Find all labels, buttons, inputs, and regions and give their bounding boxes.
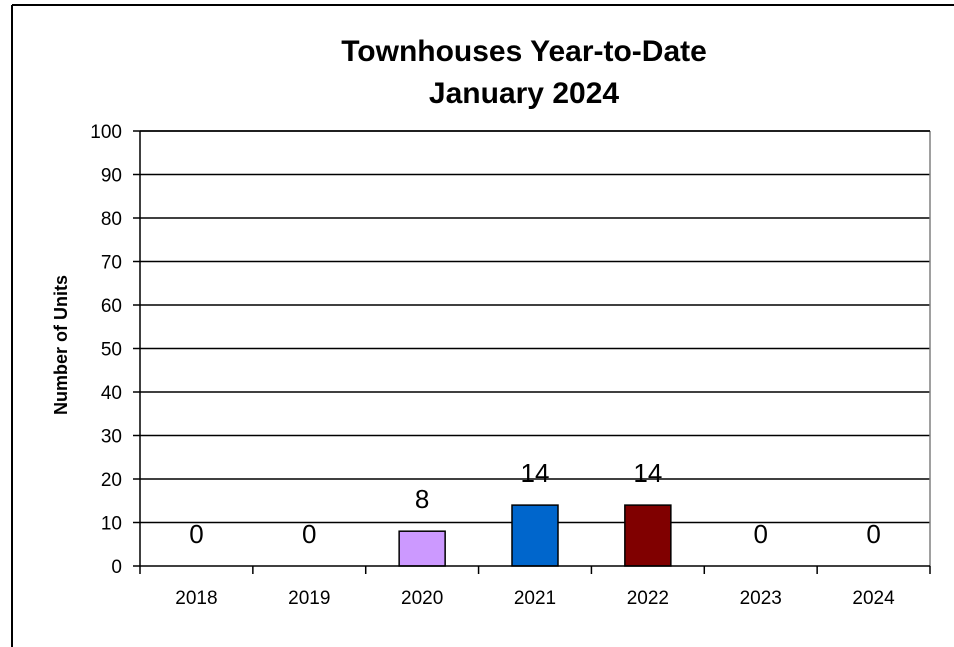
bar-2021 (511, 504, 559, 567)
y-tick-label: 20 (101, 470, 122, 491)
y-tick-label: 100 (90, 122, 122, 143)
data-label: 8 (415, 484, 429, 514)
chart-title-line-1: Townhouses Year-to-Date (341, 35, 707, 68)
data-label: 0 (189, 519, 203, 549)
y-tick-label: 60 (101, 296, 122, 317)
y-tick-label: 90 (101, 166, 122, 187)
bars (398, 504, 672, 567)
x-tick-label: 2018 (175, 588, 217, 609)
x-tick-label: 2020 (401, 588, 443, 609)
x-tick-label: 2023 (740, 588, 782, 609)
x-tick-labels: 2018 2019 2020 2021 2022 2023 2024 (175, 588, 895, 609)
y-tick-label: 50 (101, 340, 122, 361)
data-labels: 0 0 8 14 14 0 0 (189, 458, 881, 549)
bar-2020 (398, 530, 446, 567)
x-tick-label: 2021 (514, 588, 556, 609)
data-label: 14 (633, 458, 662, 488)
y-tick-label: 0 (111, 557, 122, 578)
y-tick-label: 80 (101, 209, 122, 230)
y-tick-label: 10 (101, 514, 122, 535)
data-label: 0 (866, 519, 880, 549)
data-label: 0 (302, 519, 316, 549)
x-tick-label: 2019 (288, 588, 330, 609)
data-label: 0 (753, 519, 767, 549)
chart-title-line-2: January 2024 (429, 77, 619, 110)
bar-2022 (624, 504, 672, 567)
y-tick-label: 40 (101, 383, 122, 404)
data-label: 14 (521, 458, 550, 488)
y-tick-labels: 0 10 20 30 40 50 60 70 80 90 100 (90, 122, 122, 578)
x-tick-label: 2024 (852, 588, 895, 609)
y-tick-label: 30 (101, 427, 122, 448)
y-tick-label: 70 (101, 253, 122, 274)
axes (133, 130, 931, 574)
y-axis-label: Number of Units (51, 275, 71, 415)
x-tick-label: 2022 (627, 588, 669, 609)
